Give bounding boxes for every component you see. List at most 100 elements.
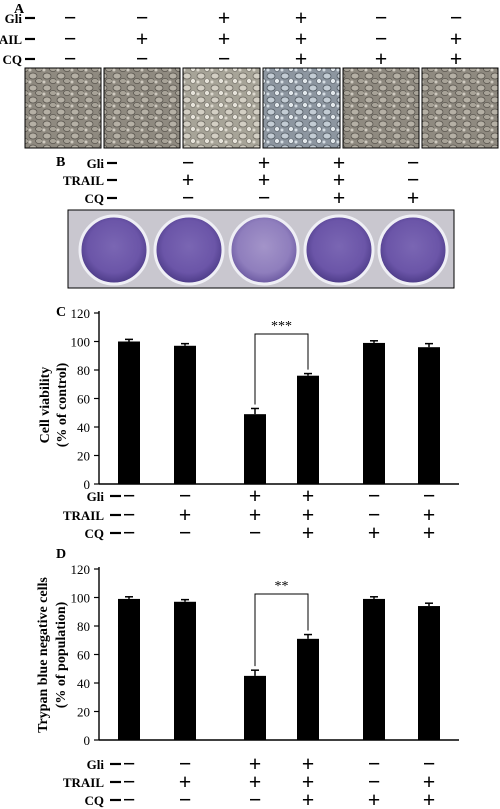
panel-c-chart: C Cell viability (% of control) 0 20 40 60 8… bbox=[38, 305, 459, 545]
panel-c-condition-symbol: + bbox=[249, 483, 262, 508]
panel-d-significance-bracket bbox=[254, 593, 309, 667]
panel-d-y-tick-label: 40 bbox=[77, 676, 90, 691]
panel-d-condition-symbol: + bbox=[302, 769, 315, 794]
panel-c-bar bbox=[363, 342, 385, 484]
panel-d-condition-symbol: − bbox=[179, 751, 192, 776]
panel-d-condition-symbol: + bbox=[249, 769, 262, 794]
panel-b-plate bbox=[67, 209, 455, 289]
panel-b-condition-symbol: + bbox=[333, 185, 346, 210]
panel-c-condition-symbol: − bbox=[123, 520, 136, 545]
panel-a-condition-symbol: + bbox=[450, 46, 463, 71]
panel-a-letter: A bbox=[14, 2, 25, 17]
panel-c-condition-symbol: + bbox=[302, 483, 315, 508]
panel-d-significance-label: ** bbox=[275, 579, 289, 594]
panel-a-condition-symbol: − bbox=[218, 46, 231, 71]
panel-c-y-tick-label: 20 bbox=[77, 449, 90, 464]
panel-d-condition-symbol: + bbox=[302, 751, 315, 776]
panel-c-row-label-cq: CQ bbox=[85, 526, 105, 541]
panel-d-y-tick-label: 100 bbox=[71, 591, 91, 606]
panel-a-row-label-gli: Gli bbox=[5, 11, 23, 26]
panel-b-row-label-cq: CQ bbox=[85, 191, 105, 206]
micrograph-3 bbox=[182, 67, 261, 149]
micrograph-2 bbox=[103, 67, 181, 149]
panel-a-condition-symbol: + bbox=[218, 26, 231, 51]
panel-d-row-label-cq: CQ bbox=[85, 793, 105, 808]
panel-c-y-tick-label: 120 bbox=[71, 306, 91, 321]
panel-d-chart: D Trypan blue negative cells (% of popul… bbox=[36, 547, 459, 809]
panel-c-condition-symbol: − bbox=[179, 483, 192, 508]
panel-c-condition-symbol: − bbox=[423, 483, 436, 508]
panel-c-y-axis-label: Cell viability bbox=[38, 367, 53, 444]
panel-c-condition-symbol: − bbox=[368, 502, 381, 527]
panel-a-condition-symbol: + bbox=[295, 5, 308, 30]
panel-b-condition-symbol: − bbox=[182, 185, 195, 210]
panel-d-condition-symbol: + bbox=[368, 787, 381, 809]
panel-d-y-tick-label: 60 bbox=[77, 648, 90, 663]
panel-c-significance-bracket bbox=[254, 333, 309, 405]
panel-a-condition-symbol: − bbox=[136, 46, 149, 71]
panel-d-condition-symbol: − bbox=[123, 769, 136, 794]
panel-d-condition-symbol: − bbox=[368, 751, 381, 776]
well-4 bbox=[303, 214, 375, 286]
panel-a-condition-symbol: + bbox=[295, 46, 308, 71]
panel-c-condition-symbol: + bbox=[423, 520, 436, 545]
well-1 bbox=[78, 214, 150, 286]
panel-c-condition-symbol: − bbox=[123, 483, 136, 508]
panel-a-row-label-cq: CQ bbox=[3, 52, 23, 67]
panel-b-condition-symbol: + bbox=[407, 185, 420, 210]
panel-d-condition-symbol: − bbox=[423, 751, 436, 776]
panel-b-condition-symbol: + bbox=[258, 167, 271, 192]
panel-d-y-tick-label: 20 bbox=[77, 705, 90, 720]
panel-c-bar bbox=[418, 347, 440, 484]
panel-d-condition-symbol: + bbox=[423, 769, 436, 794]
panel-d-y-axis-label-2: (% of population) bbox=[54, 601, 69, 708]
panel-a-condition-symbol: + bbox=[375, 46, 388, 71]
panel-c-bar bbox=[174, 345, 196, 484]
panel-a-condition-symbol: − bbox=[450, 5, 463, 30]
panel-d-y-tick-label: 0 bbox=[84, 733, 91, 748]
panel-c-condition-symbol: + bbox=[423, 502, 436, 527]
panel-d-bar bbox=[297, 638, 319, 740]
well-2 bbox=[153, 214, 225, 286]
panel-c-y-tick-label: 80 bbox=[77, 363, 90, 378]
panel-d-condition-symbol: − bbox=[123, 751, 136, 776]
panel-c-row-label-gli: Gli bbox=[87, 489, 105, 504]
panel-d-condition-symbol: + bbox=[179, 769, 192, 794]
panel-c-row-label-trail: TRAIL bbox=[63, 508, 105, 523]
panel-c-condition-symbol: − bbox=[368, 483, 381, 508]
panel-d-letter: D bbox=[56, 547, 66, 562]
panel-d-y-axis-label: Trypan blue negative cells bbox=[36, 577, 51, 733]
panel-c-condition-symbol: − bbox=[123, 502, 136, 527]
panel-c-y-tick-label: 60 bbox=[77, 392, 90, 407]
panel-d-y-tick-label: 120 bbox=[71, 562, 91, 577]
micrograph-5 bbox=[342, 67, 420, 149]
panel-c-condition-symbol: + bbox=[368, 520, 381, 545]
panel-a-condition-symbol: + bbox=[136, 26, 149, 51]
panel-a-micrographs bbox=[24, 67, 499, 149]
micrograph-1 bbox=[24, 67, 102, 149]
panel-c-bar bbox=[118, 341, 140, 484]
panel-a-condition-symbol: − bbox=[64, 46, 77, 71]
panel-d-condition-symbol: + bbox=[249, 751, 262, 776]
panel-b-condition-symbol: + bbox=[333, 167, 346, 192]
panel-a-condition-symbol: − bbox=[64, 26, 77, 51]
panel-c-letter: C bbox=[56, 305, 66, 320]
panel-a-condition-symbol: − bbox=[375, 5, 388, 30]
panel-d-bar bbox=[418, 606, 440, 740]
panel-d-condition-symbol: − bbox=[249, 787, 262, 809]
well-5 bbox=[377, 214, 449, 286]
panel-b-condition-symbol: + bbox=[258, 150, 271, 175]
panel-a-condition-symbol: − bbox=[64, 5, 77, 30]
panel-a-row-label-trail: TRAIL bbox=[0, 32, 22, 47]
panel-c-condition-symbol: − bbox=[249, 520, 262, 545]
panel-c-significance-label: *** bbox=[271, 319, 292, 334]
panel-d-bar bbox=[174, 601, 196, 740]
panel-b-letter: B bbox=[56, 155, 65, 170]
panel-c-condition-symbol: + bbox=[302, 520, 315, 545]
panel-d-condition-symbol: + bbox=[302, 787, 315, 809]
panel-d-condition-symbol: + bbox=[423, 787, 436, 809]
panel-b-condition-symbol: + bbox=[333, 150, 346, 175]
panel-b-condition-symbol: − bbox=[258, 185, 271, 210]
